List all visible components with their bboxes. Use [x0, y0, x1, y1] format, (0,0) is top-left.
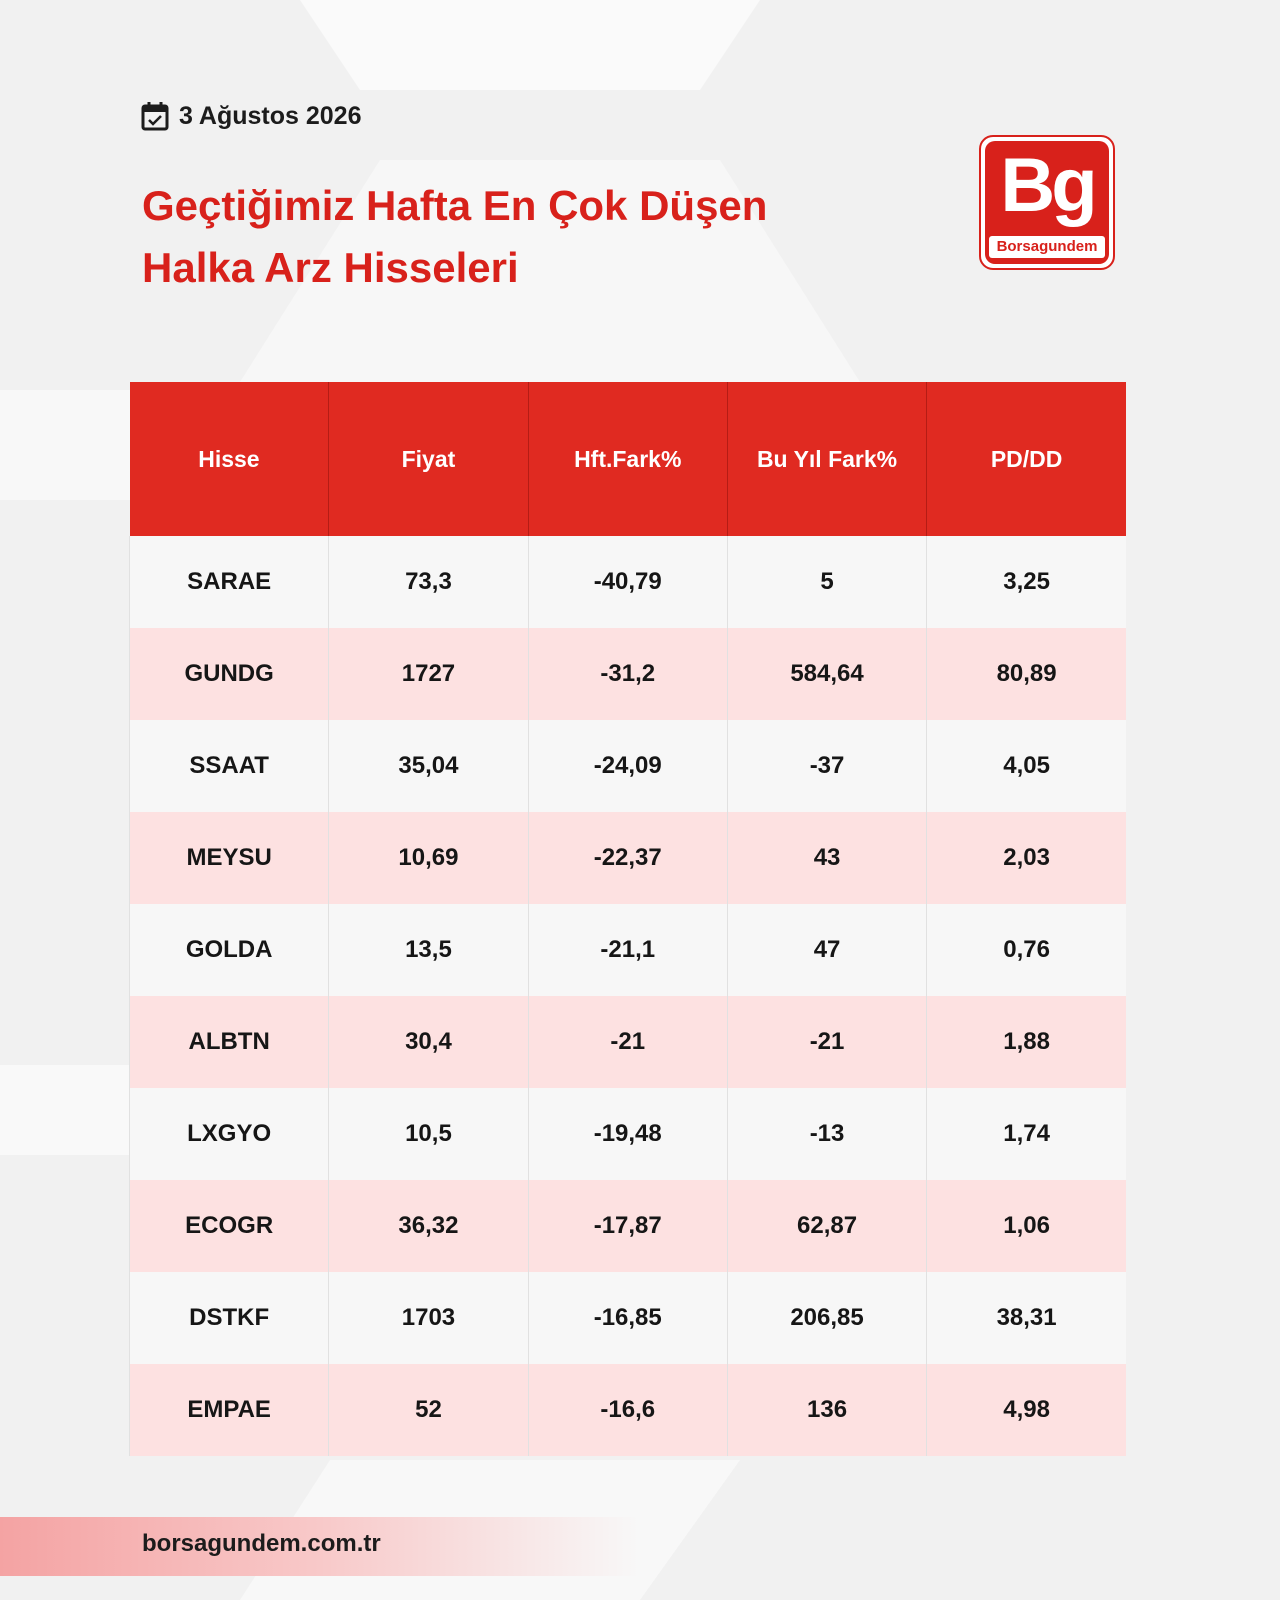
- value-cell: -13: [726, 1088, 927, 1180]
- hex-shape: [0, 1065, 129, 1155]
- hex-shape: [240, 160, 860, 382]
- title-line: Geçtiğimiz Hafta En Çok Düşen: [142, 182, 768, 229]
- ticker-cell: DSTKF: [128, 1272, 329, 1364]
- value-cell: 1,74: [926, 1088, 1126, 1180]
- value-cell: 47: [726, 904, 927, 996]
- column-header: Hisse: [129, 382, 329, 536]
- table-row: SSAAT 35,04 -24,09 -37 4,05: [128, 720, 1126, 812]
- table-row: EMPAE 52 -16,6 136 4,98: [128, 1364, 1126, 1456]
- table-body: SARAE 73,3 -40,79 5 3,25 GUNDG 1727 -31,2 584,64…: [128, 536, 1126, 1456]
- ticker-cell: ECOGR: [128, 1180, 329, 1272]
- table-row: LXGYO 10,5 -19,48 -13 1,74: [128, 1088, 1126, 1180]
- value-cell: -24,09: [527, 720, 728, 812]
- ticker-cell: GOLDA: [128, 904, 329, 996]
- date-text: 3 Ağustos 2026: [179, 101, 362, 130]
- table-row: ECOGR 36,32 -17,87 62,87 1,06: [128, 1180, 1126, 1272]
- column-header: Fiyat: [328, 382, 529, 536]
- ticker-cell: SSAAT: [128, 720, 329, 812]
- ticker-cell: MEYSU: [128, 812, 329, 904]
- column-header: Hft.Fark%: [527, 382, 728, 536]
- value-cell: 1703: [328, 1272, 529, 1364]
- value-cell: 62,87: [726, 1180, 927, 1272]
- logo-mark: Bg: [1000, 143, 1097, 228]
- value-cell: 35,04: [328, 720, 529, 812]
- value-cell: 136: [726, 1364, 927, 1456]
- value-cell: 4,05: [926, 720, 1126, 812]
- value-cell: 5: [726, 536, 927, 628]
- table-row: ALBTN 30,4 -21 -21 1,88: [128, 996, 1126, 1088]
- logo: Bg Borsagundem: [979, 135, 1115, 270]
- value-cell: 36,32: [328, 1180, 529, 1272]
- value-cell: -19,48: [527, 1088, 728, 1180]
- value-cell: -21,1: [527, 904, 728, 996]
- calendar-icon: [141, 102, 169, 131]
- ticker-cell: GUNDG: [128, 628, 329, 720]
- value-cell: 1,06: [926, 1180, 1126, 1272]
- value-cell: 13,5: [328, 904, 529, 996]
- value-cell: 10,5: [328, 1088, 529, 1180]
- ticker-cell: SARAE: [128, 536, 329, 628]
- logo-inner: Bg Borsagundem: [985, 141, 1109, 264]
- value-cell: 206,85: [726, 1272, 927, 1364]
- value-cell: 584,64: [726, 628, 927, 720]
- table-row: SARAE 73,3 -40,79 5 3,25: [128, 536, 1126, 628]
- value-cell: -16,6: [527, 1364, 728, 1456]
- title: Geçtiğimiz Hafta En Çok Düşen Halka Arz …: [142, 175, 767, 299]
- table-head: Hisse Fiyat Hft.Fark% Bu Yıl Fark% PD/DD: [129, 382, 1126, 536]
- title-line: Halka Arz Hisseleri: [142, 244, 519, 291]
- ticker-cell: EMPAE: [128, 1364, 329, 1456]
- value-cell: 43: [726, 812, 927, 904]
- ticker-cell: LXGYO: [128, 1088, 329, 1180]
- table-row: GOLDA 13,5 -21,1 47 0,76: [128, 904, 1126, 996]
- column-header: PD/DD: [926, 382, 1126, 536]
- value-cell: 2,03: [926, 812, 1126, 904]
- footer-url[interactable]: borsagundem.com.tr: [142, 1530, 381, 1557]
- value-cell: -37: [726, 720, 927, 812]
- value-cell: 1727: [328, 628, 529, 720]
- table-row: MEYSU 10,69 -22,37 43 2,03: [128, 812, 1126, 904]
- value-cell: -22,37: [527, 812, 728, 904]
- value-cell: -16,85: [527, 1272, 728, 1364]
- value-cell: 10,69: [328, 812, 529, 904]
- value-cell: -31,2: [527, 628, 728, 720]
- date: 3 Ağustos 2026: [141, 101, 361, 131]
- value-cell: 80,89: [926, 628, 1126, 720]
- header-row: Hisse Fiyat Hft.Fark% Bu Yıl Fark% PD/DD: [129, 382, 1126, 536]
- value-cell: -40,79: [527, 536, 728, 628]
- value-cell: -21: [726, 996, 927, 1088]
- stock-table: Hisse Fiyat Hft.Fark% Bu Yıl Fark% PD/DD SAR…: [128, 382, 1126, 1456]
- table-row: GUNDG 1727 -31,2 584,64 80,89: [128, 628, 1126, 720]
- value-cell: 38,31: [926, 1272, 1126, 1364]
- logo-word: Borsagundem: [989, 236, 1105, 258]
- value-cell: 0,76: [926, 904, 1126, 996]
- value-cell: 30,4: [328, 996, 529, 1088]
- value-cell: -17,87: [527, 1180, 728, 1272]
- value-cell: 73,3: [328, 536, 529, 628]
- hex-shape: [300, 0, 760, 90]
- value-cell: 3,25: [926, 536, 1126, 628]
- value-cell: -21: [527, 996, 728, 1088]
- column-header: Bu Yıl Fark%: [726, 382, 927, 536]
- footer-band: [0, 1517, 640, 1576]
- value-cell: 1,88: [926, 996, 1126, 1088]
- ticker-cell: ALBTN: [128, 996, 329, 1088]
- table-row: DSTKF 1703 -16,85 206,85 38,31: [128, 1272, 1126, 1364]
- value-cell: 4,98: [926, 1364, 1126, 1456]
- value-cell: 52: [328, 1364, 529, 1456]
